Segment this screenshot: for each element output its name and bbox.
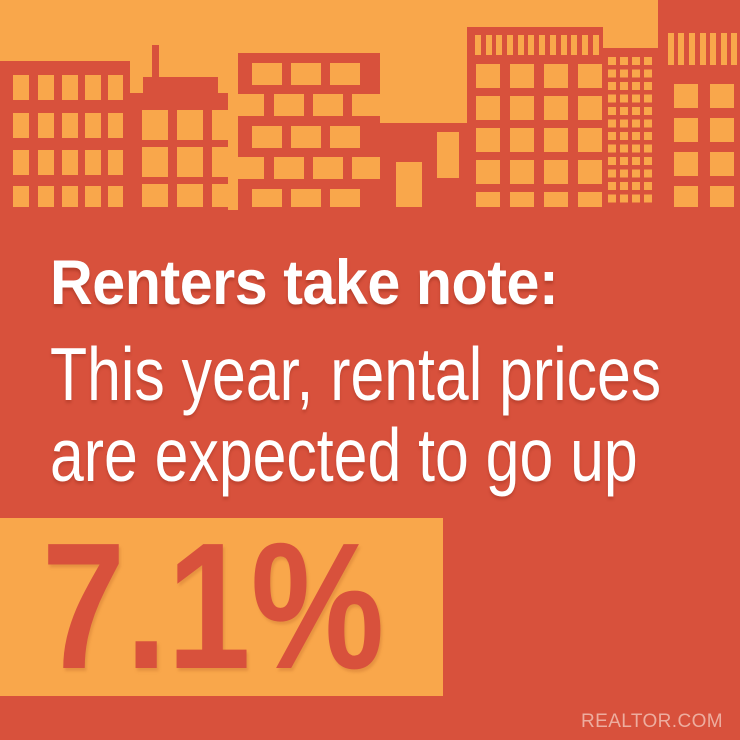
subheadline: This year, rental prices are expected to … (50, 334, 661, 496)
subheadline-line2: are expected to go up (50, 413, 638, 497)
statistic-value: 7.1% (41, 506, 385, 707)
statistic-highlight-box: 7.1% (0, 506, 443, 707)
headline: Renters take note: (50, 248, 559, 318)
subheadline-line1: This year, rental prices (50, 332, 662, 416)
city-skyline-icon (0, 0, 740, 210)
brand-wordmark: REALTOR.COM (581, 711, 723, 732)
